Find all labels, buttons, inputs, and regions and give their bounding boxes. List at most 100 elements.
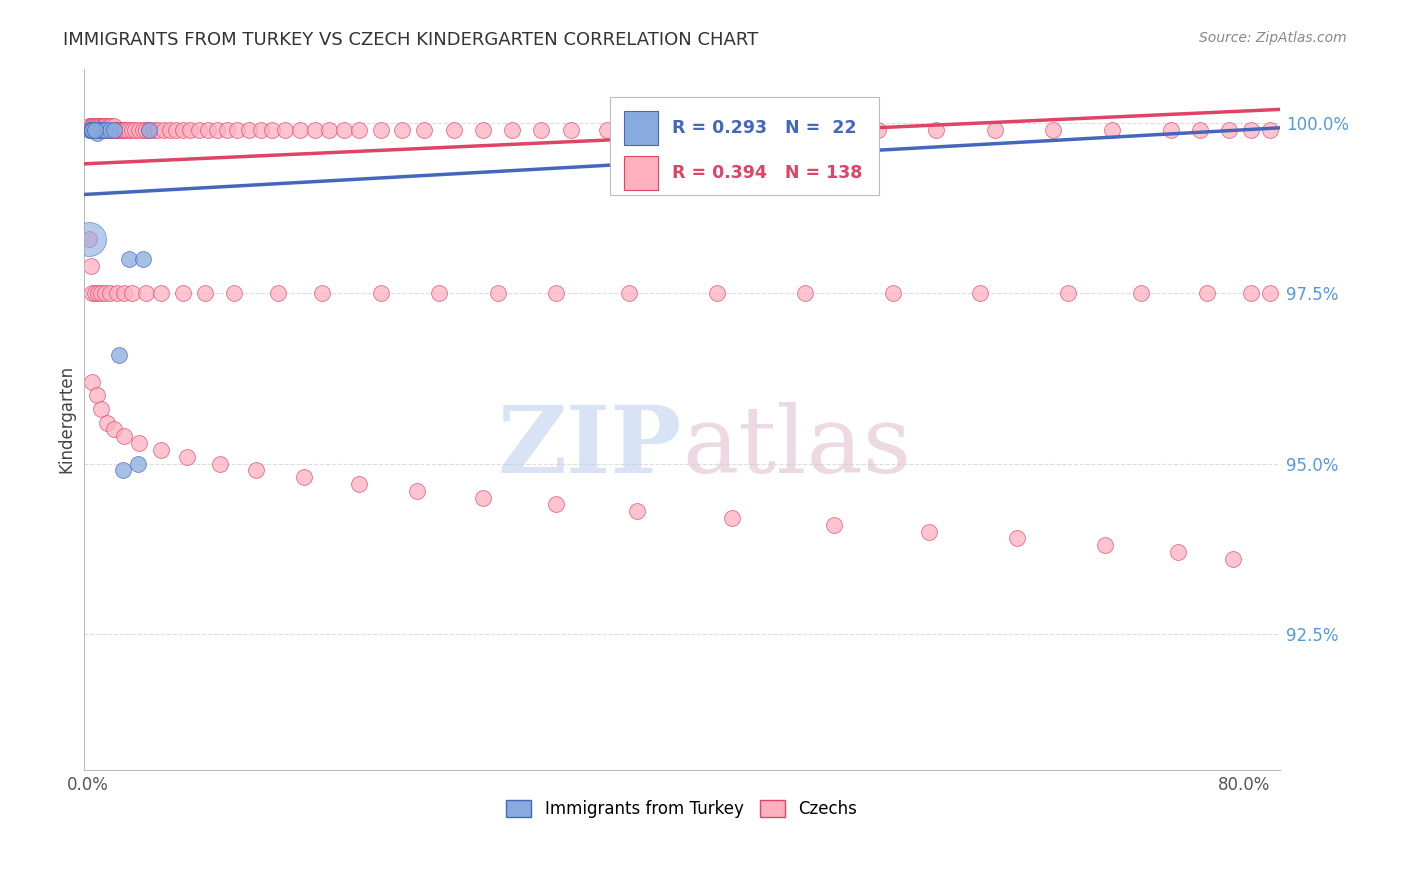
Point (79, 232, 101, 246)
Point (107, 347, 129, 361)
Point (720, 511, 742, 525)
Point (347, 123, 370, 137)
Point (311, 286, 333, 301)
Point (153, 123, 176, 137)
FancyBboxPatch shape (610, 96, 879, 194)
Point (114, 123, 136, 137)
Point (82, 375, 104, 389)
Point (128, 436, 150, 450)
Point (406, 483, 429, 498)
Point (93, 120, 115, 134)
Point (80, 120, 103, 134)
Point (118, 252, 141, 267)
Point (100, 123, 122, 137)
Point (103, 422, 125, 436)
Point (596, 123, 619, 137)
Point (194, 286, 217, 301)
Point (1258, 123, 1281, 137)
Point (179, 123, 201, 137)
Point (86, 388, 108, 402)
Point (87, 123, 110, 137)
Point (101, 123, 124, 137)
Point (925, 123, 948, 137)
Point (82, 120, 104, 134)
Point (333, 123, 356, 137)
Point (82, 120, 104, 134)
Point (801, 123, 824, 137)
FancyBboxPatch shape (624, 112, 658, 145)
Point (1042, 123, 1064, 137)
Point (969, 286, 991, 301)
Point (82, 123, 104, 137)
Point (1218, 123, 1240, 137)
Point (1258, 286, 1281, 301)
Point (1222, 552, 1244, 566)
Point (1240, 123, 1263, 137)
Point (132, 123, 155, 137)
Point (103, 123, 125, 137)
Point (918, 524, 941, 539)
Point (676, 123, 699, 137)
Point (224, 286, 246, 301)
Point (111, 123, 134, 137)
Point (108, 123, 131, 137)
Point (172, 123, 194, 137)
Point (96, 416, 118, 430)
Point (294, 470, 316, 484)
Point (866, 123, 889, 137)
Point (115, 123, 138, 137)
Point (267, 286, 290, 301)
Point (159, 123, 181, 137)
Point (262, 123, 284, 137)
Point (90, 402, 112, 417)
Point (84, 123, 107, 137)
Point (197, 123, 219, 137)
Point (823, 517, 845, 532)
Text: atlas: atlas (682, 402, 911, 492)
Point (82, 286, 104, 301)
Point (86, 123, 108, 137)
Point (87, 120, 110, 134)
Point (114, 286, 136, 301)
Point (142, 123, 165, 137)
Point (96, 123, 118, 137)
Point (1101, 123, 1123, 137)
Point (1160, 123, 1182, 137)
Point (105, 123, 128, 137)
Point (98, 123, 121, 137)
Point (90, 123, 112, 137)
Point (93, 123, 115, 137)
Point (370, 123, 392, 137)
Point (560, 123, 582, 137)
Text: Source: ZipAtlas.com: Source: ZipAtlas.com (1199, 31, 1347, 45)
Point (1094, 538, 1116, 552)
Point (91, 123, 114, 137)
Point (138, 123, 160, 137)
Text: ZIP: ZIP (498, 402, 682, 492)
Point (127, 457, 149, 471)
Point (249, 123, 271, 137)
Point (84, 286, 107, 301)
Point (882, 286, 904, 301)
Point (471, 123, 494, 137)
Text: IMMIGRANTS FROM TURKEY VS CZECH KINDERGARTEN CORRELATION CHART: IMMIGRANTS FROM TURKEY VS CZECH KINDERGA… (63, 31, 758, 49)
Point (84, 123, 107, 137)
Point (544, 286, 567, 301)
Legend: Immigrants from Turkey, Czechs: Immigrants from Turkey, Czechs (499, 793, 865, 825)
Point (89, 123, 111, 137)
Point (105, 286, 128, 301)
Point (121, 286, 143, 301)
Point (97, 120, 120, 134)
Point (83, 123, 105, 137)
Point (111, 463, 134, 477)
Point (188, 123, 211, 137)
Point (619, 286, 641, 301)
Point (84, 123, 107, 137)
Point (150, 286, 173, 301)
Point (124, 123, 146, 137)
Point (132, 252, 155, 267)
Point (530, 123, 553, 137)
Point (94, 123, 117, 137)
Point (128, 123, 150, 137)
Point (80, 259, 103, 273)
